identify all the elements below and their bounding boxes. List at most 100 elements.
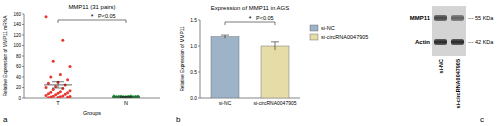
error-cap — [120, 96, 132, 97]
y-tick — [22, 87, 24, 88]
y-tick — [22, 77, 24, 78]
dot — [52, 88, 55, 91]
band-label: Actin — [415, 39, 430, 45]
y-tick-label: 60 — [16, 64, 22, 69]
panel-c: MMP11 --- 55 KDa Actin --- 42 KDa si-NC si-ci… — [410, 6, 495, 124]
legend-swatch — [310, 25, 318, 31]
band-size: --- 42 KDa — [468, 39, 494, 45]
panel-label: b — [176, 115, 181, 124]
title: Expression of MMP11 in AGS — [211, 5, 290, 11]
p-value: P<0.05 — [98, 13, 116, 19]
significance-bracket — [225, 22, 275, 25]
blot-membrane — [432, 6, 466, 56]
error-stem — [58, 82, 59, 88]
x-label: Groups — [83, 110, 101, 116]
dot — [69, 89, 72, 92]
band-size: --- 55 KDa — [468, 15, 494, 21]
lane-label: si-NC — [438, 59, 444, 73]
y-tick — [22, 14, 24, 15]
error-cap — [120, 97, 132, 98]
y-tick — [198, 46, 200, 47]
error-cap — [52, 88, 64, 89]
y-tick — [22, 56, 24, 57]
bar — [211, 37, 239, 98]
y-tick — [22, 35, 24, 36]
lane-label: si-circRNA0047905 — [455, 59, 461, 109]
dot — [54, 85, 57, 88]
y-tick-label: 20 — [16, 85, 22, 90]
error-cap — [271, 41, 279, 42]
dot — [59, 73, 62, 76]
dot — [66, 78, 69, 81]
dot — [47, 82, 50, 85]
y-tick-label: 160 — [13, 12, 21, 17]
mean-line — [112, 96, 140, 97]
dot — [66, 96, 69, 98]
y-tick-label: 1.0 — [190, 44, 197, 49]
dot — [45, 15, 48, 18]
y-tick — [198, 98, 200, 99]
annotation: * — [91, 13, 94, 20]
x-tick-label: si-circRNA0047905 — [253, 100, 296, 106]
x-tick-label: si-NC — [219, 100, 232, 106]
plot-a — [44, 15, 140, 98]
blot-band — [434, 39, 447, 45]
error-stem — [225, 35, 226, 38]
y-tick — [22, 24, 24, 25]
y-label: Relative Expression of MMP11 mRNA — [3, 15, 8, 96]
band-label: MMP11 — [410, 15, 431, 21]
annotation: * — [249, 15, 252, 22]
dot — [45, 94, 48, 97]
y-tick — [22, 66, 24, 67]
figure: a MMP11 (31 pairs) Relative Expression of … — [0, 0, 500, 126]
error-bar — [221, 35, 229, 38]
dot — [61, 87, 64, 90]
error-bar — [52, 82, 64, 88]
error-cap — [52, 81, 64, 82]
y-tick-label: 120 — [13, 33, 21, 38]
y-tick — [22, 45, 24, 46]
significance-bracket — [58, 20, 126, 23]
error-cap — [221, 35, 229, 36]
blot-band — [451, 39, 464, 45]
error-bar — [271, 42, 279, 50]
dot — [45, 86, 48, 89]
y-tick — [198, 72, 200, 73]
y-tick-label: 100 — [13, 43, 21, 48]
legend-label: si-NC — [321, 25, 335, 31]
dot — [57, 96, 60, 98]
x-tick-label: N — [124, 100, 128, 106]
legend-swatch — [310, 34, 318, 40]
dot — [49, 76, 52, 79]
y-tick — [22, 98, 24, 99]
x-axis — [24, 98, 160, 99]
p-value: P<0.05 — [256, 15, 274, 21]
dot — [69, 65, 72, 68]
title: MMP11 (31 pairs) — [68, 4, 115, 10]
dot — [47, 96, 50, 98]
error-stem — [275, 42, 276, 50]
blot-band — [434, 15, 447, 21]
y-tick-label: 0.0 — [190, 96, 197, 101]
y-tick-label: 80 — [16, 54, 22, 59]
blot-band — [451, 15, 464, 21]
y-axis — [200, 20, 201, 98]
y-tick-label: 140 — [13, 22, 21, 27]
plot-b — [211, 35, 289, 98]
y-tick — [198, 20, 200, 21]
dot — [52, 60, 55, 63]
panel-label: c — [480, 115, 484, 124]
y-tick-label: 0 — [18, 96, 21, 101]
x-tick-label: T — [56, 100, 60, 106]
y-tick-label: 1.5 — [190, 18, 197, 23]
error-bar — [120, 96, 132, 97]
y-tick-label: 40 — [16, 75, 22, 80]
y-tick-label: 0.5 — [190, 70, 197, 75]
panel-b: b Expression of MMP11 in AGS Relative Expr… — [176, 5, 368, 124]
dot — [61, 39, 64, 42]
panel-label: a — [3, 115, 8, 124]
y-label: Relative Expression of MMP11 — [180, 26, 185, 92]
panel-a: a MMP11 (31 pairs) Relative Expression of … — [3, 4, 160, 124]
bar — [261, 46, 289, 98]
legend-label: si-circRNA0047905 — [321, 34, 368, 40]
